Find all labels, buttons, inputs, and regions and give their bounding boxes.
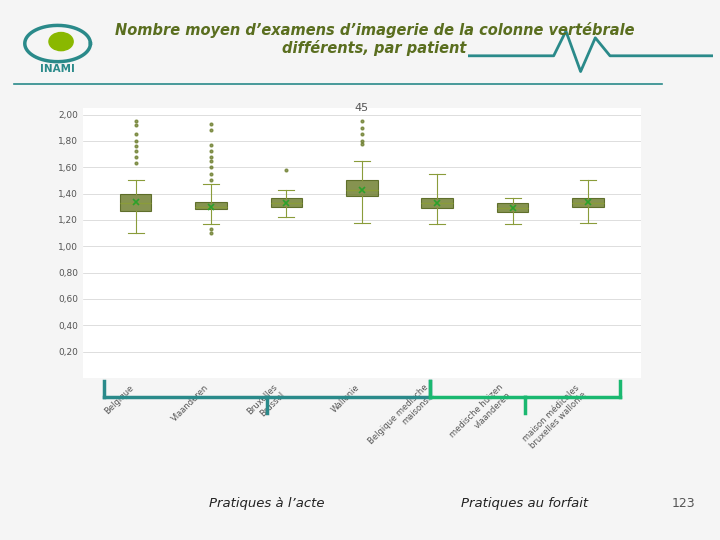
PathPatch shape: [271, 198, 302, 207]
Text: INAMI: INAMI: [40, 64, 75, 75]
PathPatch shape: [572, 198, 604, 207]
PathPatch shape: [346, 180, 377, 196]
Circle shape: [49, 32, 73, 51]
Text: Pratiques au forfait: Pratiques au forfait: [461, 497, 588, 510]
PathPatch shape: [195, 201, 227, 210]
Text: 45: 45: [355, 103, 369, 113]
PathPatch shape: [120, 194, 151, 211]
Text: Nombre moyen d’examens d’imagerie de la colonne vertébrale
différents, par patie: Nombre moyen d’examens d’imagerie de la …: [114, 22, 634, 56]
Text: Pratiques à l’acte: Pratiques à l’acte: [209, 497, 325, 510]
Text: 123: 123: [671, 497, 695, 510]
PathPatch shape: [497, 203, 528, 212]
PathPatch shape: [421, 198, 453, 208]
